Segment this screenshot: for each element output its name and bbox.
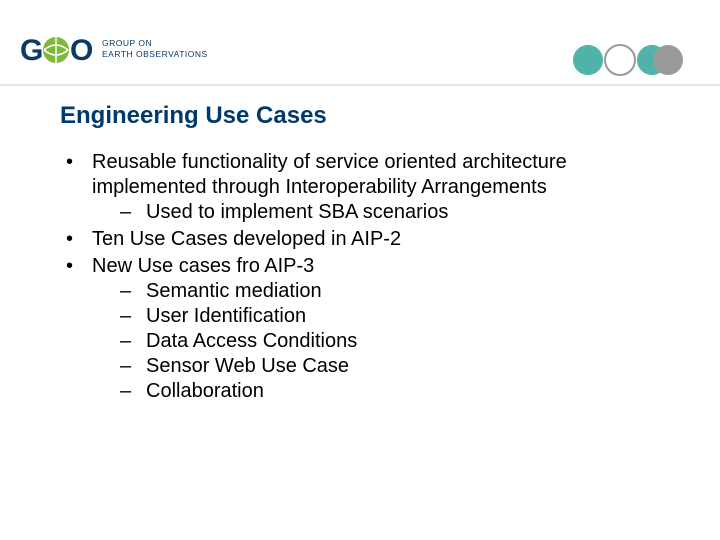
svg-text:O: O	[70, 34, 93, 67]
bullet-text: Ten Use Cases developed in AIP-2	[92, 228, 401, 250]
geo-logo: G O GROUP ON EARTH OBSERVATIONS	[20, 30, 240, 79]
slide-content: Reusable functionality of service orient…	[64, 150, 664, 406]
slide-title: Engineering Use Cases	[60, 102, 327, 130]
sub-bullet-text: Used to implement SBA scenarios	[146, 201, 448, 223]
sub-bullet-text: User Identification	[146, 305, 306, 327]
circles-icon	[564, 42, 684, 83]
sub-bullet-item: User Identification	[120, 304, 664, 329]
sub-bullet-item: Used to implement SBA scenarios	[120, 200, 664, 225]
sub-bullet-item: Semantic mediation	[120, 279, 664, 304]
bullet-item: New Use cases fro AIP-3 Semantic mediati…	[64, 254, 664, 404]
sub-bullet-text: Sensor Web Use Case	[146, 355, 349, 377]
sub-bullet-text: Collaboration	[146, 380, 264, 402]
header: G O GROUP ON EARTH OBSERVATIONS	[0, 0, 720, 82]
sub-bullet-item: Sensor Web Use Case	[120, 354, 664, 379]
sub-bullet-text: Semantic mediation	[146, 280, 322, 302]
svg-text:G: G	[20, 34, 43, 67]
sub-bullet-text: Data Access Conditions	[146, 330, 357, 352]
header-underline	[0, 84, 720, 86]
bullet-item: Ten Use Cases developed in AIP-2	[64, 227, 664, 252]
org-line2: EARTH OBSERVATIONS	[102, 49, 208, 59]
org-line1: GROUP ON	[102, 38, 152, 48]
bullet-item: Reusable functionality of service orient…	[64, 150, 664, 225]
slide: G O GROUP ON EARTH OBSERVATIONS	[0, 0, 720, 540]
sub-bullet-item: Data Access Conditions	[120, 329, 664, 354]
bullet-text: Reusable functionality of service orient…	[92, 151, 567, 198]
sub-bullet-item: Collaboration	[120, 379, 664, 404]
bullet-text: New Use cases fro AIP-3	[92, 255, 314, 277]
